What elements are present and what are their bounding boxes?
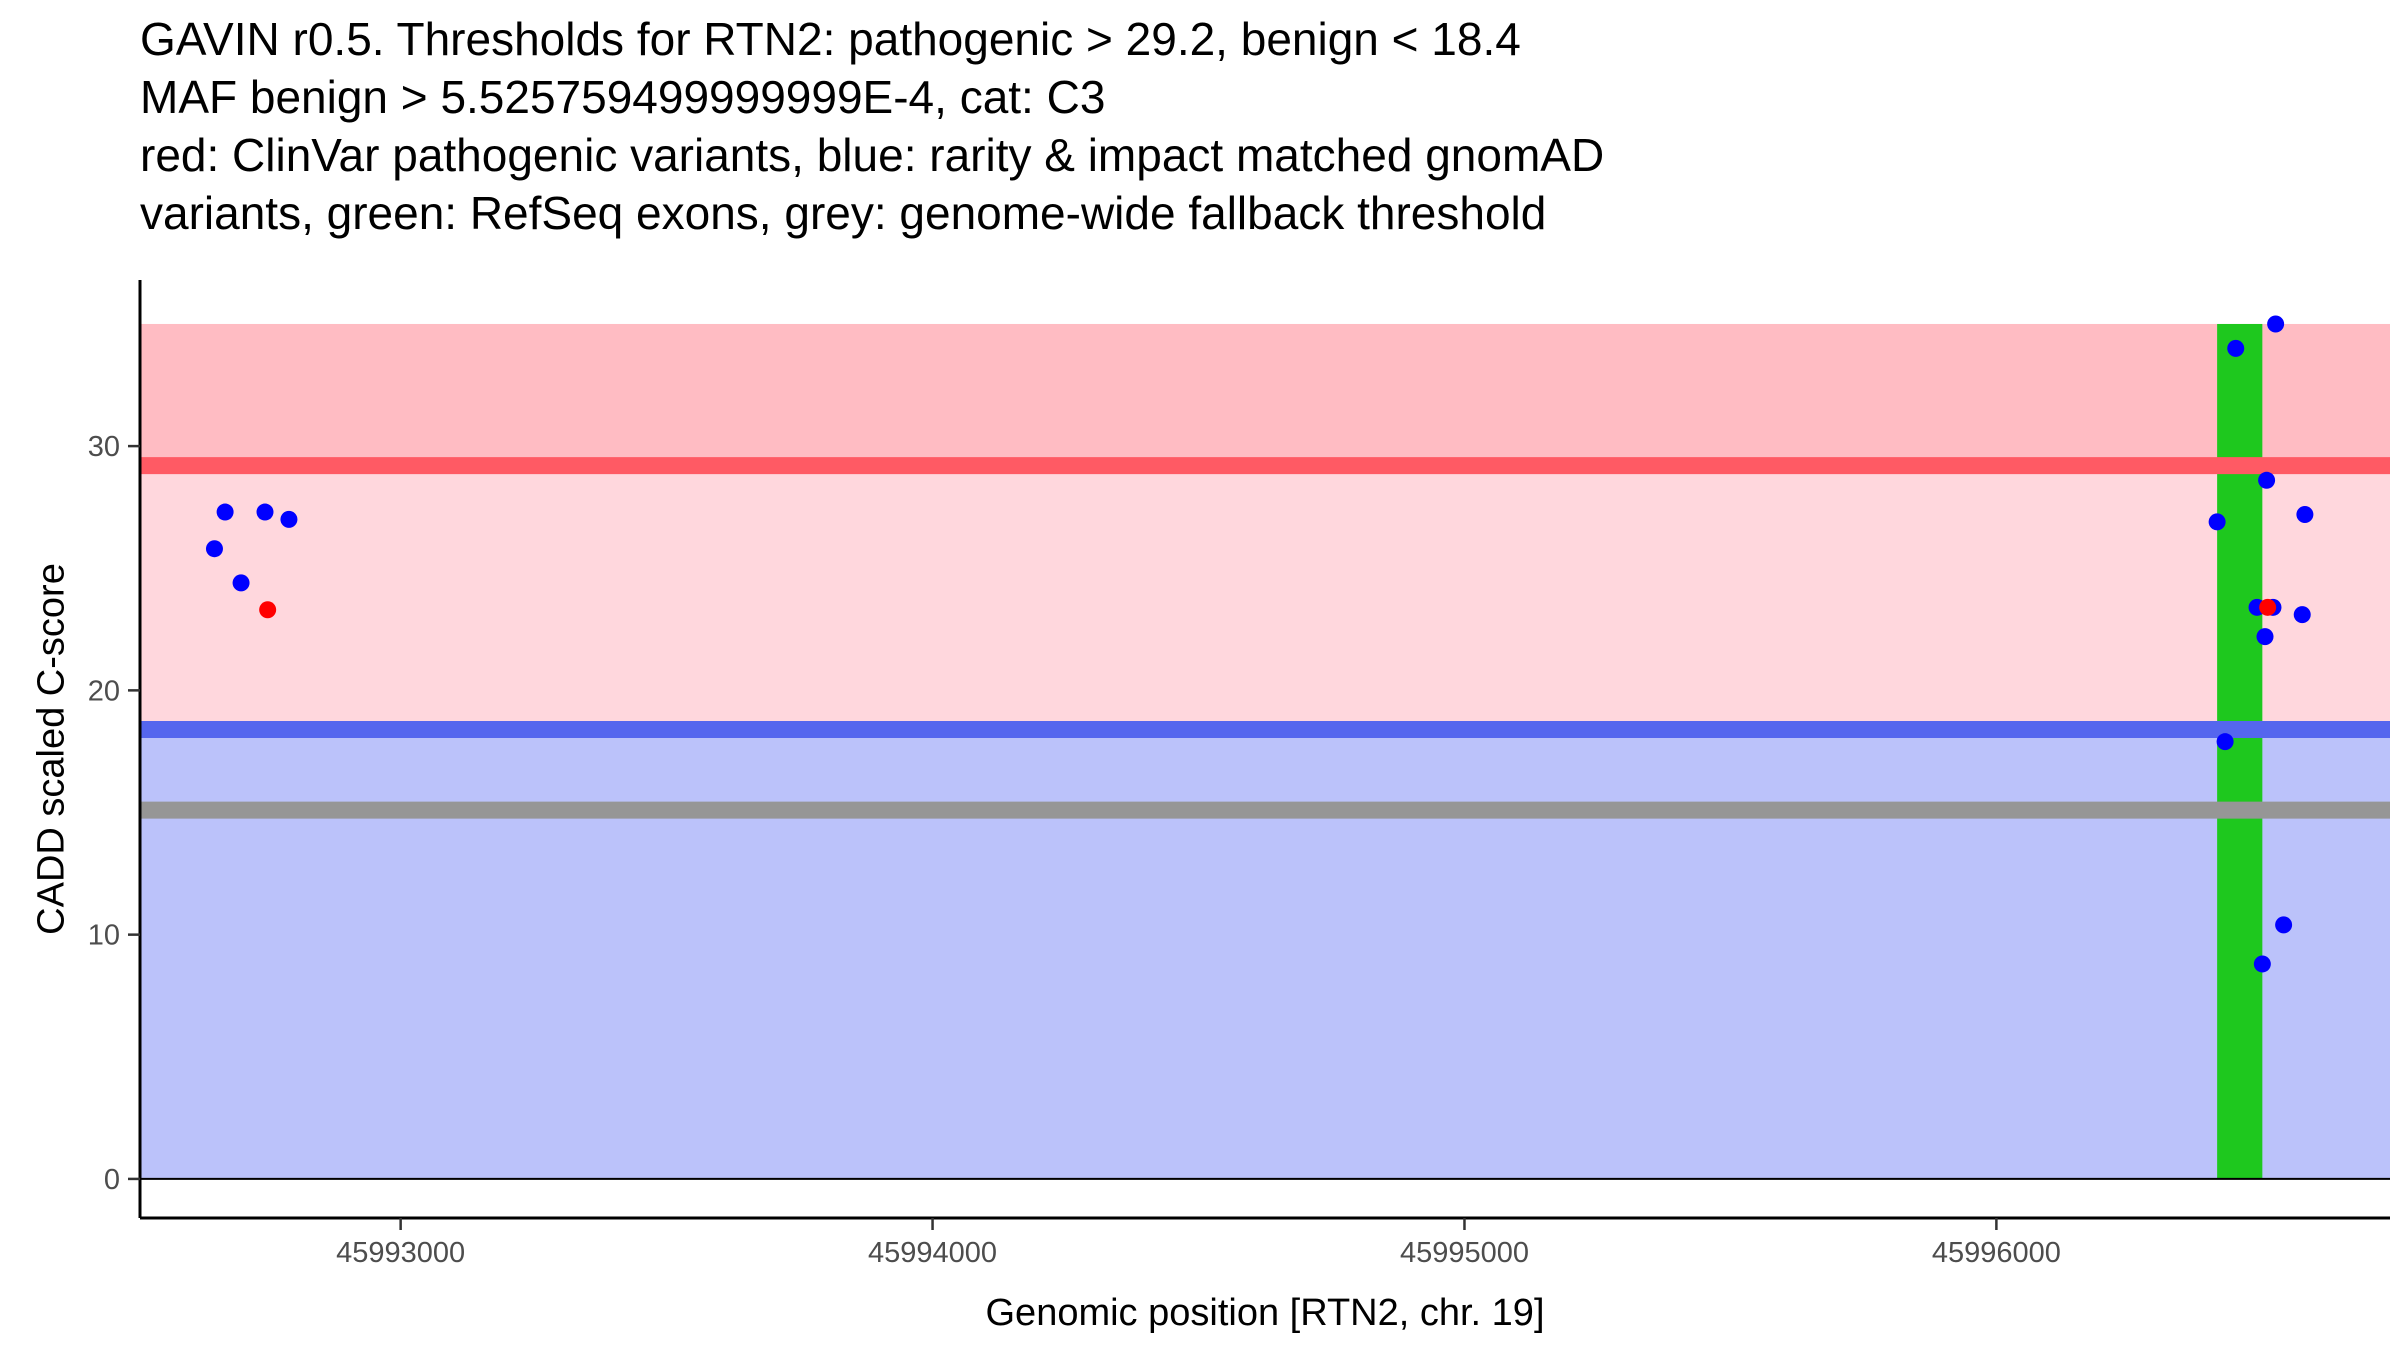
tick-labels: 45993000 45994000 45995000 45996000 0 10 20 30 [88,431,2061,1269]
gnomad-variant-point [256,503,274,521]
gnomad-variant-point [2208,513,2226,531]
gnomad-variant-point [232,574,250,592]
title-line-2: MAF benign > 5.525759499999999E-4, cat: … [140,71,1106,123]
title-line-1: GAVIN r0.5. Thresholds for RTN2: pathoge… [140,13,1521,65]
y-tick-label: 0 [104,1164,120,1196]
gnomad-variant-point [280,510,298,528]
y-tick-label: 30 [88,431,120,463]
data-points [205,315,2314,973]
y-tick-label: 10 [88,920,120,952]
gnomad-variant-point [2227,339,2245,357]
axes [128,280,2390,1230]
title-line-3: red: ClinVar pathogenic variants, blue: … [140,129,1605,181]
threshold-lines [140,457,2390,819]
y-tick-label: 20 [88,675,120,707]
title-line-4: variants, green: RefSeq exons, grey: gen… [140,187,1547,239]
gnomad-variant-point [216,503,234,521]
x-axis-title: Genomic position [RTN2, chr. 19] [986,1292,1545,1334]
gnomad-variant-point [2293,606,2311,624]
x-tick-label: 45996000 [1932,1237,2061,1269]
chart-title: GAVIN r0.5. Thresholds for RTN2: pathoge… [140,10,2380,242]
clinvar-variant-point [259,601,277,619]
pathogenic-region [140,323,2390,466]
exon-bars [2217,323,2263,1179]
gnomad-variant-point [2253,955,2271,973]
threshold-bands [140,323,2390,1179]
refseq-exon [2217,323,2263,1179]
y-axis-title: CADD scaled C-score [30,563,72,935]
gnomad-variant-point [2275,916,2293,934]
gnomad-variant-point [2256,628,2274,646]
gnomad-variant-point [205,540,223,558]
gnomad-variant-point [2216,733,2234,751]
benign-region [140,729,2390,1179]
x-tick-label: 45995000 [1400,1237,1529,1269]
intermediate-region [140,465,2390,730]
clinvar-variant-point [2259,598,2277,616]
x-tick-label: 45994000 [868,1237,997,1269]
gnomad-variant-point [2296,506,2314,523]
gnomad-variant-point [2267,315,2285,333]
x-tick-label: 45993000 [336,1237,465,1269]
gnomad-variant-point [2258,471,2276,489]
